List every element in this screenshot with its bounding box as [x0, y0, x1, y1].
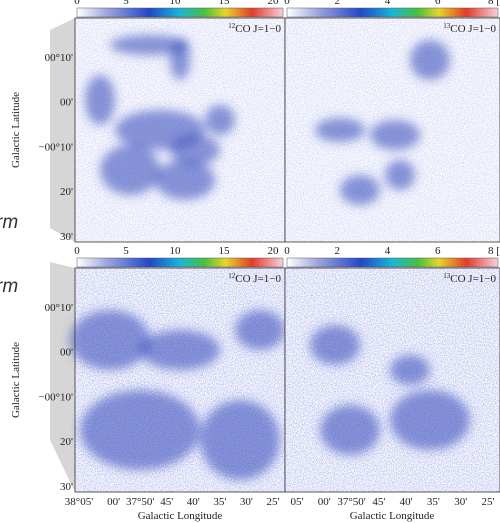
emission: [110, 35, 190, 55]
colorbar-tick-label: 10: [170, 0, 182, 7]
panel-label: 13CO J=1−0: [443, 22, 496, 35]
y-tick-label: −00°10': [38, 391, 73, 403]
map-emission: [315, 40, 450, 205]
colorbar-tick-label: 2: [335, 245, 341, 257]
colorbar: [286, 257, 499, 268]
map-frame: [284, 17, 500, 243]
wedge: [50, 18, 75, 242]
y-tick-label: 20': [60, 436, 73, 448]
isotope: 12: [228, 22, 236, 30]
x-tick-label: 00': [318, 496, 331, 508]
emission: [170, 135, 220, 165]
x-tick-label: 25': [267, 496, 280, 508]
x-axis-label: Galactic Longitude: [350, 510, 435, 522]
emission: [70, 310, 150, 370]
map-emission: [85, 35, 235, 200]
emission: [170, 40, 190, 80]
emission: [385, 160, 415, 190]
y-tick-label: 30': [60, 481, 73, 493]
emission: [140, 330, 220, 370]
x-tick-label: 40': [187, 496, 200, 508]
colorbar-tick-label: 15: [219, 0, 231, 7]
x-tick-label: 00': [107, 496, 120, 508]
map-noise: [285, 268, 500, 492]
x-tick-label: 30': [454, 496, 467, 508]
emission: [340, 175, 380, 205]
x-tick-label: 35': [427, 496, 440, 508]
emission: [100, 145, 160, 195]
colorbar-tick-label: 6: [435, 245, 441, 257]
colorbar: [76, 7, 284, 18]
x-axis-label: Galactic Longitude: [138, 510, 223, 522]
colorbar-tick-label: 0: [74, 245, 80, 257]
x-tick-label: 38°05': [65, 496, 93, 508]
x-tick-label: 40': [400, 496, 413, 508]
x-tick-label: 30': [240, 496, 253, 508]
colorbar-tick-label: 8 [K: [488, 245, 500, 257]
emission: [390, 390, 470, 450]
emission: [320, 405, 380, 455]
y-axis-label: Galactic Latitude: [10, 342, 22, 418]
y-tick-label: 00': [60, 347, 73, 359]
molecule: CO J=1−0: [450, 273, 496, 285]
wedge: [50, 262, 75, 492]
y-tick-label: −00°10': [38, 141, 73, 153]
colorbar-tick-label: 6: [435, 0, 441, 7]
y-tick-label: 30': [60, 231, 73, 243]
colorbar: [76, 257, 284, 268]
panel-label: 13CO J=1−0: [443, 272, 496, 285]
colorbar-tick-label: 5: [123, 0, 129, 7]
side-text: rm: [0, 276, 18, 297]
emission: [205, 105, 235, 135]
colorbar-tick-label: 15: [219, 245, 231, 257]
emission: [410, 40, 450, 80]
isotope: 13: [443, 22, 451, 30]
colorbar-tick-label: 10: [170, 245, 182, 257]
x-tick-label: 37°50': [126, 496, 154, 508]
map-emission: [310, 325, 470, 455]
emission: [235, 310, 285, 350]
y-tick-label: 00°10': [45, 302, 73, 314]
y-tick-label: 20': [60, 186, 73, 198]
colorbar: [286, 7, 499, 18]
colorbar-tick-label: 8 [K: [488, 0, 500, 7]
x-tick-label: 35': [213, 496, 226, 508]
map-frame: [284, 267, 500, 493]
colorbar-tick-label: 0: [74, 0, 80, 7]
y-tick-label: 00': [60, 97, 73, 109]
isotope: 12: [228, 272, 236, 280]
map-emission: [70, 310, 285, 480]
colorbar-tick-label: 4: [385, 0, 391, 7]
side-text: rm: [0, 212, 18, 233]
emission: [155, 160, 215, 200]
emission: [200, 400, 280, 480]
x-tick-label: 45': [160, 496, 173, 508]
emission: [315, 118, 365, 142]
panel-label: 12CO J=1−0: [228, 272, 281, 285]
isotope: 13: [443, 272, 451, 280]
y-axis-label: Galactic Latitude: [10, 92, 22, 168]
emission: [80, 390, 200, 470]
colorbar-tick-label: 2: [335, 0, 341, 7]
panel-label: 12CO J=1−0: [228, 22, 281, 35]
molecule: CO J=1−0: [450, 23, 496, 35]
x-tick-label: 45': [372, 496, 385, 508]
emission: [390, 355, 430, 385]
colorbar-tick-label: 0: [284, 0, 290, 7]
x-tick-label: 37°50': [337, 496, 365, 508]
y-tick-label: 00°10': [45, 52, 73, 64]
colorbar-tick-label: 5: [123, 245, 129, 257]
colorbar-tick-label: 4: [385, 245, 391, 257]
colorbar-tick-label: 20: [268, 245, 280, 257]
molecule: CO J=1−0: [235, 23, 281, 35]
colorbar-tick-label: 20: [268, 0, 280, 7]
emission: [85, 75, 115, 125]
x-tick-label: 05': [291, 496, 304, 508]
emission: [370, 120, 420, 150]
colorbar-tick-label: 0: [284, 245, 290, 257]
molecule: CO J=1−0: [235, 273, 281, 285]
emission: [310, 325, 360, 365]
x-tick-label: 25': [482, 496, 495, 508]
